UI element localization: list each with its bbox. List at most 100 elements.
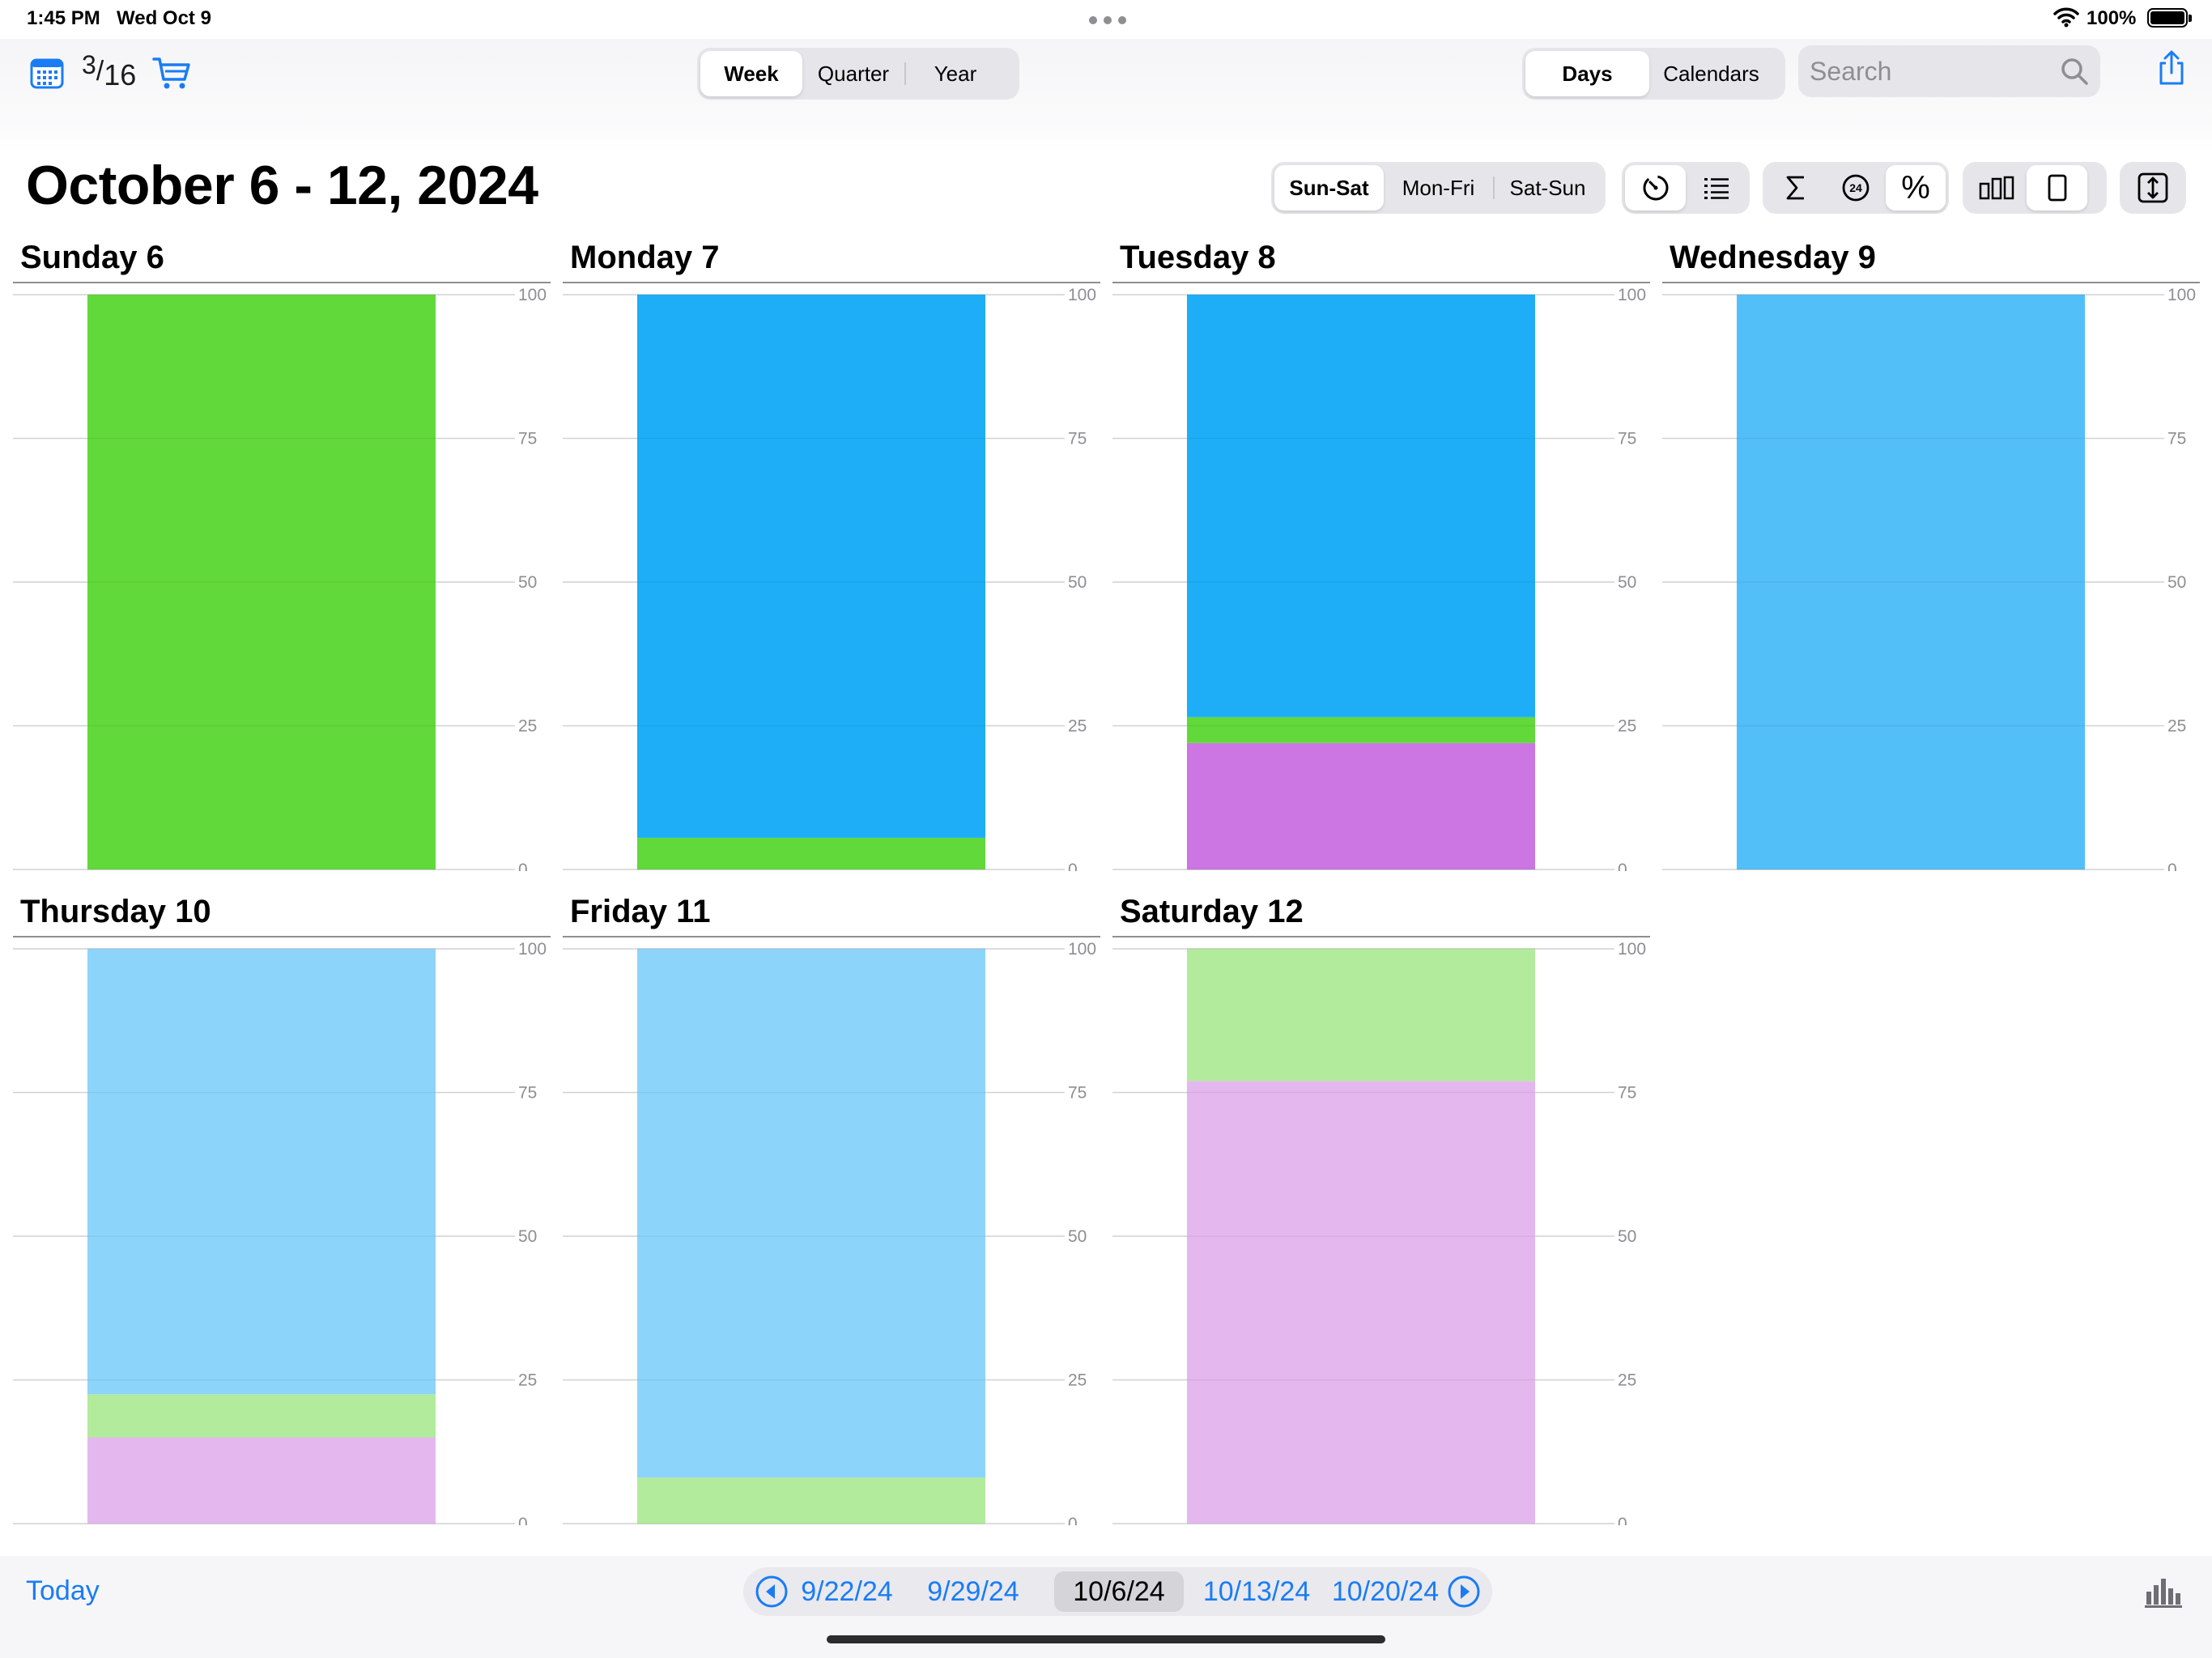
- expand-button[interactable]: [2123, 165, 2183, 210]
- y-tick-label: 25: [1068, 717, 1087, 736]
- day-title: Tuesday 8: [1120, 240, 1276, 275]
- y-tick-label: 0: [518, 1515, 528, 1525]
- day-panel[interactable]: Wednesday 9 100 75 50 25 0: [1662, 240, 2200, 871]
- day-panel[interactable]: Thursday 10 100 75 50 25 0: [13, 894, 551, 1525]
- bar-segment[interactable]: [1737, 295, 2085, 869]
- multitasking-dots-icon[interactable]: [1089, 16, 1126, 24]
- single-bar-icon: [2048, 174, 2066, 202]
- single-bar-button[interactable]: [2027, 165, 2087, 210]
- tab-week[interactable]: Week: [700, 51, 802, 96]
- day-title-divider: [1662, 282, 2200, 283]
- y-tick-label: 75: [1618, 430, 1636, 449]
- day-panel[interactable]: Friday 11 100 75 50 25 0: [563, 894, 1100, 1525]
- y-tick-label: 25: [2167, 717, 2186, 736]
- y-tick-label: 25: [518, 717, 537, 736]
- trial-counter-den: 16: [104, 58, 137, 91]
- day-panel[interactable]: Monday 7 100 75 50 25 0: [563, 240, 1100, 871]
- status-date: Wed Oct 9: [117, 7, 211, 29]
- day-title-divider: [13, 936, 551, 937]
- status-bar: 1:45 PM Wed Oct 9 100%: [0, 0, 2212, 39]
- day-chart: 100 75 50 25 0: [563, 940, 1096, 1525]
- bar-segment[interactable]: [1187, 1081, 1535, 1524]
- bar-segment[interactable]: [637, 949, 985, 1478]
- y-tick-label: 75: [518, 1084, 537, 1103]
- clock-24-button[interactable]: 24: [1826, 165, 1886, 210]
- sum-icon: [1786, 176, 1804, 200]
- day-chart: 100 75 50 25 0: [1112, 940, 1646, 1525]
- expand-icon: [2138, 172, 2168, 203]
- y-tick-label: 75: [1068, 1084, 1087, 1103]
- y-tick-label: 75: [1068, 430, 1087, 449]
- week-navigator: 9/22/24 9/29/24 10/6/24 10/13/24 10/20/2…: [743, 1567, 1492, 1616]
- bar-segment[interactable]: [1187, 716, 1535, 743]
- filter-sun-sat[interactable]: Sun-Sat: [1274, 165, 1384, 210]
- tab-calendars[interactable]: Calendars: [1663, 61, 1759, 86]
- y-tick-label: 100: [1068, 286, 1096, 304]
- filter-sat-sun[interactable]: Sat-Sun: [1493, 165, 1602, 210]
- bar-chart-button[interactable]: [1966, 165, 2027, 210]
- trial-counter-num: 3: [82, 50, 96, 79]
- tab-quarter[interactable]: Quarter: [817, 61, 890, 86]
- battery-percent: 100%: [2087, 7, 2137, 29]
- bar-segment[interactable]: [87, 295, 436, 869]
- bar-segment[interactable]: [87, 949, 436, 1395]
- y-tick-label: 100: [1618, 940, 1646, 959]
- bar-segment[interactable]: [637, 1477, 985, 1524]
- day-panel[interactable]: Tuesday 8 100 75 50 25 0: [1112, 240, 1650, 871]
- day-panel[interactable]: Saturday 12 100 75 50 25 0: [1112, 894, 1650, 1525]
- week-chip-current[interactable]: 10/6/24: [1054, 1571, 1184, 1612]
- bar-segment[interactable]: [87, 1394, 436, 1438]
- value-mode-segmented-control: 24 %: [1763, 162, 1949, 214]
- home-indicator: [827, 1635, 1385, 1643]
- bar-segment[interactable]: [1187, 742, 1535, 869]
- today-button[interactable]: Today: [26, 1575, 100, 1606]
- day-chart: 100 75 50 25 0: [1112, 286, 1646, 871]
- bar-segment[interactable]: [637, 295, 985, 838]
- week-chip[interactable]: 10/13/24: [1202, 1575, 1311, 1607]
- share-icon[interactable]: [2157, 50, 2186, 86]
- clock-24-icon: 24: [1842, 174, 1870, 202]
- list-button[interactable]: [1686, 165, 1746, 210]
- stats-chart-icon[interactable]: [2143, 1574, 2184, 1609]
- y-tick-label: 75: [1618, 1084, 1636, 1103]
- filter-mon-fri[interactable]: Mon-Fri: [1402, 175, 1475, 200]
- bar-segment[interactable]: [1187, 295, 1535, 717]
- next-week-icon[interactable]: [1447, 1575, 1481, 1609]
- page-title: October 6 - 12, 2024: [26, 155, 538, 216]
- view-segmented-control: Days Calendars: [1522, 48, 1785, 100]
- svg-text:24: 24: [1849, 181, 1862, 194]
- day-panel[interactable]: Sunday 6 100 75 50 25 0: [13, 240, 551, 871]
- expand-control: [2120, 162, 2186, 214]
- display-mode-segmented-control: [1622, 162, 1750, 214]
- list-icon: [1704, 178, 1729, 199]
- day-title-divider: [1112, 936, 1650, 937]
- search-box: [1798, 45, 2100, 97]
- bar-segment[interactable]: [87, 1437, 436, 1524]
- timer-button[interactable]: [1625, 165, 1686, 210]
- search-input[interactable]: [1810, 45, 2052, 97]
- tab-days[interactable]: Days: [1525, 51, 1649, 96]
- day-title: Thursday 10: [20, 894, 211, 929]
- bar-segment[interactable]: [1187, 949, 1535, 1082]
- week-chip[interactable]: 10/20/24: [1331, 1575, 1440, 1607]
- bar-chart-icon: [1979, 176, 2014, 200]
- day-title: Monday 7: [570, 240, 720, 275]
- day-chart: 100 75 50 25 0: [1662, 286, 2196, 871]
- y-tick-label: 0: [1068, 1515, 1078, 1525]
- week-chip[interactable]: 9/22/24: [801, 1575, 893, 1607]
- y-tick-label: 50: [518, 573, 537, 592]
- y-tick-label: 25: [1618, 1371, 1636, 1390]
- toolbar: 3/16 Week Quarter Year Days Calendars: [0, 39, 2212, 152]
- percent-button[interactable]: %: [1886, 165, 1946, 210]
- search-icon[interactable]: [2060, 57, 2089, 86]
- week-chip[interactable]: 9/29/24: [927, 1575, 1019, 1607]
- calendar-icon[interactable]: [29, 55, 65, 91]
- y-tick-label: 50: [1068, 1227, 1087, 1246]
- y-tick-label: 100: [2167, 286, 2196, 304]
- trial-counter[interactable]: 3/16: [82, 50, 137, 91]
- cart-icon[interactable]: [152, 55, 191, 91]
- previous-week-icon[interactable]: [755, 1575, 789, 1609]
- bar-segment[interactable]: [637, 837, 985, 869]
- tab-year[interactable]: Year: [904, 51, 1006, 96]
- sum-button[interactable]: [1766, 165, 1826, 210]
